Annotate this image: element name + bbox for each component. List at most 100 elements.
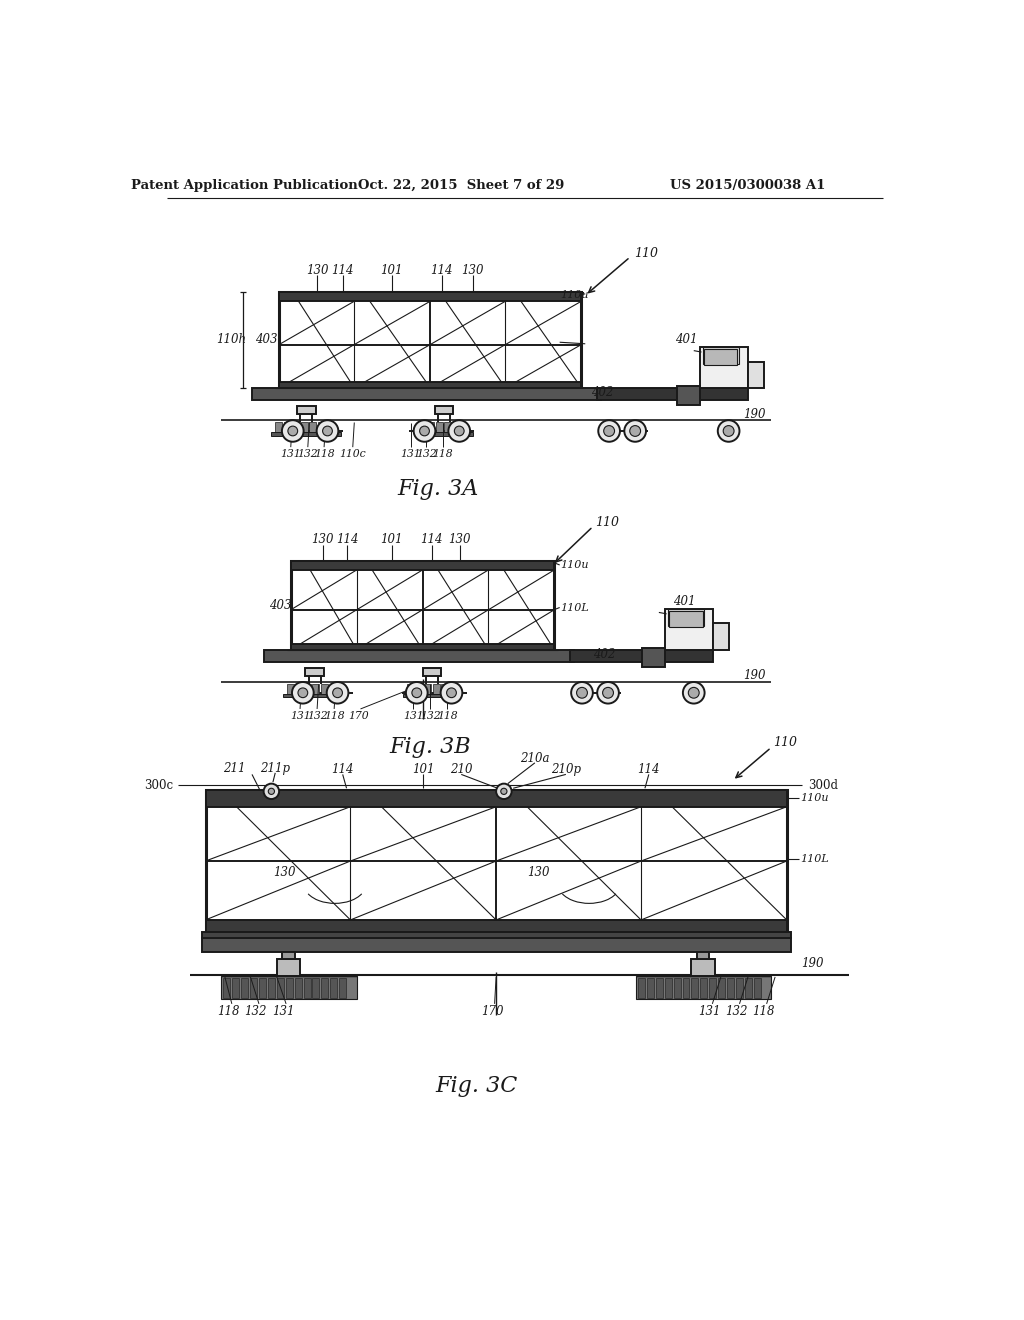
- Bar: [597, 388, 748, 400]
- Text: 131: 131: [402, 711, 424, 721]
- Bar: [280, 381, 582, 388]
- Circle shape: [414, 420, 435, 442]
- Bar: [206, 789, 786, 807]
- Text: 210: 210: [450, 763, 472, 776]
- Text: 110c: 110c: [339, 449, 367, 459]
- Bar: [284, 422, 291, 433]
- Bar: [322, 978, 329, 998]
- Circle shape: [597, 682, 618, 704]
- Bar: [669, 611, 702, 627]
- Circle shape: [723, 425, 734, 437]
- Text: 130: 130: [449, 533, 471, 546]
- Circle shape: [406, 682, 428, 704]
- Bar: [744, 978, 752, 998]
- Bar: [416, 684, 423, 694]
- Bar: [312, 978, 319, 998]
- Circle shape: [298, 688, 308, 698]
- Text: 114: 114: [638, 763, 660, 776]
- Text: 110: 110: [634, 247, 657, 260]
- Bar: [286, 978, 293, 998]
- Text: 131: 131: [290, 711, 310, 721]
- Circle shape: [625, 420, 646, 442]
- Circle shape: [412, 688, 422, 698]
- Circle shape: [496, 784, 512, 799]
- Text: 132: 132: [416, 449, 436, 459]
- Text: 132: 132: [307, 711, 328, 721]
- Bar: [287, 684, 294, 694]
- Circle shape: [683, 682, 705, 704]
- Text: 132: 132: [420, 711, 440, 721]
- Bar: [321, 684, 328, 694]
- Text: 110u: 110u: [560, 560, 589, 570]
- Bar: [221, 977, 356, 999]
- Bar: [206, 920, 786, 932]
- Text: US 2015/0300038 A1: US 2015/0300038 A1: [671, 178, 825, 191]
- Circle shape: [577, 688, 588, 698]
- Bar: [665, 609, 713, 649]
- Bar: [283, 952, 295, 960]
- Bar: [202, 939, 791, 952]
- Text: 190: 190: [743, 669, 766, 682]
- Circle shape: [440, 682, 462, 704]
- Circle shape: [316, 420, 338, 442]
- Text: 110: 110: [595, 516, 618, 529]
- Bar: [636, 977, 771, 999]
- Bar: [275, 422, 283, 433]
- Bar: [748, 362, 764, 388]
- Bar: [295, 684, 302, 694]
- Text: 101: 101: [380, 533, 402, 546]
- Text: 300c: 300c: [143, 779, 173, 792]
- Bar: [691, 960, 715, 977]
- Bar: [232, 978, 240, 998]
- Bar: [703, 347, 739, 364]
- Text: 114: 114: [332, 264, 354, 277]
- Text: 402: 402: [593, 648, 615, 661]
- Bar: [453, 422, 460, 433]
- Text: 401: 401: [673, 595, 695, 609]
- Bar: [268, 978, 274, 998]
- Bar: [312, 684, 319, 694]
- Bar: [271, 432, 341, 436]
- Text: 190: 190: [801, 957, 823, 970]
- Bar: [327, 422, 334, 433]
- Bar: [263, 649, 573, 663]
- Text: 132: 132: [298, 449, 318, 459]
- Bar: [206, 789, 786, 932]
- Bar: [655, 978, 663, 998]
- Text: 110L: 110L: [801, 854, 829, 865]
- Text: 210p: 210p: [551, 763, 581, 776]
- Text: 130: 130: [527, 866, 550, 879]
- Text: 110u: 110u: [560, 290, 589, 301]
- Bar: [317, 422, 325, 433]
- Bar: [252, 388, 601, 400]
- Text: 300d: 300d: [809, 779, 839, 792]
- Bar: [691, 978, 698, 998]
- Text: 211p: 211p: [260, 762, 290, 775]
- Circle shape: [604, 425, 614, 437]
- Circle shape: [688, 688, 699, 698]
- Bar: [292, 422, 299, 433]
- Text: 190: 190: [743, 408, 766, 421]
- Text: 114: 114: [332, 763, 354, 776]
- Bar: [291, 561, 554, 570]
- Bar: [276, 978, 284, 998]
- Text: 130: 130: [462, 264, 484, 277]
- Circle shape: [333, 688, 342, 698]
- Text: 118: 118: [313, 449, 335, 459]
- Text: Fig. 3A: Fig. 3A: [397, 479, 478, 500]
- Bar: [407, 684, 414, 694]
- Text: 132: 132: [725, 1005, 748, 1018]
- Circle shape: [449, 420, 470, 442]
- Text: 131: 131: [271, 1005, 294, 1018]
- Bar: [291, 561, 554, 649]
- Circle shape: [420, 426, 429, 436]
- Text: 130: 130: [273, 866, 296, 879]
- Bar: [339, 978, 346, 998]
- Bar: [677, 387, 700, 405]
- Bar: [241, 978, 248, 998]
- Text: 130: 130: [306, 264, 329, 277]
- Bar: [736, 978, 743, 998]
- Text: 403: 403: [268, 599, 291, 612]
- Bar: [727, 978, 734, 998]
- Bar: [669, 609, 705, 626]
